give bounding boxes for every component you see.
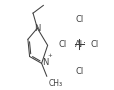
Text: Cl: Cl	[75, 15, 83, 24]
Text: Cl: Cl	[90, 40, 98, 49]
Text: N: N	[42, 58, 48, 67]
Text: ·: ·	[82, 38, 85, 48]
Text: Cl: Cl	[58, 40, 67, 49]
Text: N: N	[34, 24, 40, 33]
Text: Cl: Cl	[75, 67, 83, 76]
Text: +: +	[47, 53, 52, 58]
Text: CH₃: CH₃	[48, 79, 62, 88]
Text: Al: Al	[75, 40, 83, 49]
